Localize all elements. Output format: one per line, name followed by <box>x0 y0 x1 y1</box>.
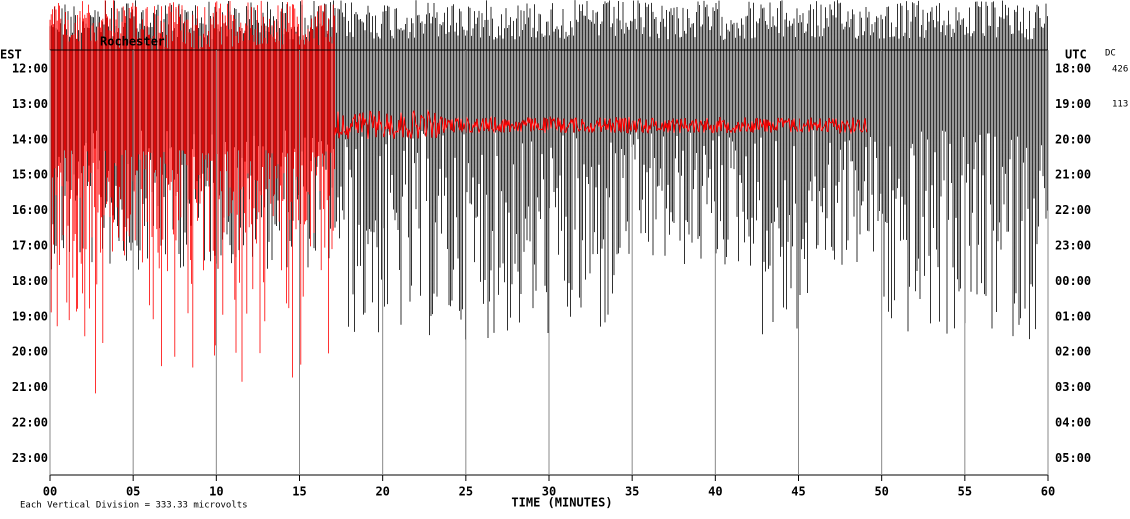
row-label-left: 19:00 <box>12 309 48 323</box>
right-axis-label: UTC <box>1065 48 1087 62</box>
x-tick-label: 15 <box>292 485 306 499</box>
x-tick-label: 60 <box>1041 485 1055 499</box>
right-note: 113 <box>1112 100 1128 110</box>
x-tick-label: 40 <box>708 485 722 499</box>
row-label-left: 16:00 <box>12 203 48 217</box>
row-label-left: 14:00 <box>12 132 48 146</box>
x-tick-label: 30 <box>542 485 556 499</box>
left-axis-label: EST <box>0 48 22 62</box>
x-tick-label: 55 <box>958 485 972 499</box>
x-tick-label: 50 <box>874 485 888 499</box>
row-label-right: 20:00 <box>1055 132 1091 146</box>
row-label-left: 12:00 <box>12 62 48 76</box>
row-label-left: 20:00 <box>12 345 48 359</box>
row-label-right: 21:00 <box>1055 168 1091 182</box>
row-label-left: 15:00 <box>12 168 48 182</box>
right-note: 426 <box>1112 65 1128 75</box>
x-tick-label: 35 <box>625 485 639 499</box>
row-label-left: 17:00 <box>12 239 48 253</box>
footnote: Each Vertical Division = 333.33 microvol… <box>20 501 248 511</box>
row-label-right: 04:00 <box>1055 416 1091 430</box>
row-label-left: 18:00 <box>12 274 48 288</box>
row-label-left: 13:00 <box>12 97 48 111</box>
row-label-right: 05:00 <box>1055 451 1091 465</box>
x-tick-label: 10 <box>209 485 223 499</box>
row-label-right: 23:00 <box>1055 239 1091 253</box>
row-label-left: 23:00 <box>12 451 48 465</box>
row-label-right: 00:00 <box>1055 274 1091 288</box>
header-title: Rochester <box>100 35 165 49</box>
x-axis-label: TIME (MINUTES) <box>511 496 612 510</box>
x-tick-label: 20 <box>375 485 389 499</box>
x-tick-label: 45 <box>791 485 805 499</box>
row-label-left: 22:00 <box>12 416 48 430</box>
row-label-left: 21:00 <box>12 380 48 394</box>
x-tick-label: 00 <box>43 485 57 499</box>
x-tick-label: 25 <box>459 485 473 499</box>
x-tick-label: 05 <box>126 485 140 499</box>
row-label-right: 02:00 <box>1055 345 1091 359</box>
row-label-right: 01:00 <box>1055 309 1091 323</box>
row-label-right: 03:00 <box>1055 380 1091 394</box>
trace <box>334 109 868 139</box>
row-label-right: 18:00 <box>1055 62 1091 76</box>
row-label-right: 22:00 <box>1055 203 1091 217</box>
channel-label: DC <box>1105 49 1116 59</box>
row-label-right: 19:00 <box>1055 97 1091 111</box>
